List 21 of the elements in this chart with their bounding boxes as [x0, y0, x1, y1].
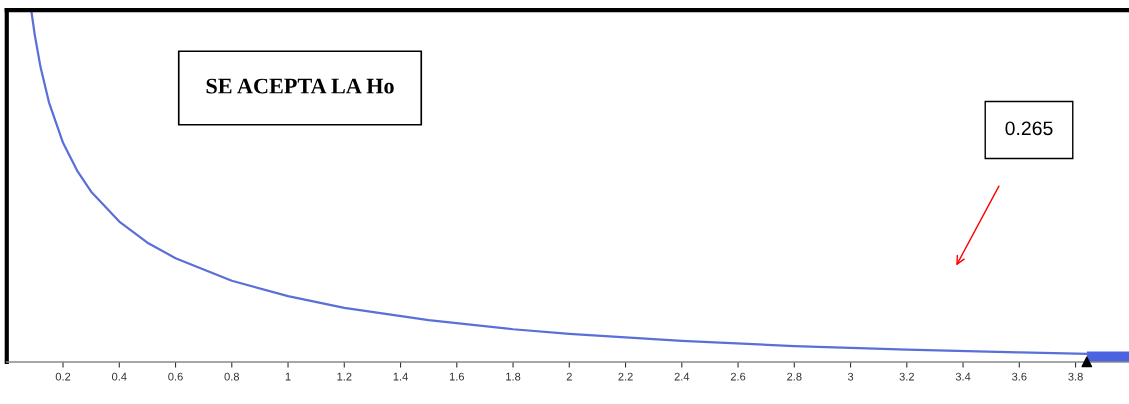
x-tick-label: 2	[566, 372, 572, 381]
annotation: SE ACEPTA LA Ho	[206, 78, 394, 94]
x-tick-label: 3.8	[1068, 372, 1083, 381]
x-tick-label: 0.2	[55, 372, 71, 381]
annotation: 0.265	[1005, 121, 1053, 136]
x-tick-label: 1.6	[449, 372, 465, 381]
x-tick-label: 3.6	[1012, 372, 1027, 381]
x-tick-label: 1.8	[506, 372, 521, 381]
x-tick-label: 1.2	[337, 372, 352, 381]
x-tick-label: 2.8	[787, 372, 802, 381]
x-tick-label: 1.4	[393, 372, 408, 381]
x-tick-label: 3.4	[955, 372, 971, 381]
x-tick-label: 2.4	[674, 372, 690, 381]
x-tick-label: 0.8	[224, 372, 240, 381]
x-tick-label: 2.6	[730, 372, 746, 381]
x-tick-label: 3	[847, 372, 854, 381]
x-tick-label: 2.2	[618, 372, 633, 381]
x-tick-label: 0.6	[168, 372, 183, 381]
x-tick-label: 1	[285, 372, 291, 381]
x-tick-label: 3.2	[899, 372, 914, 381]
x-tick-label: 0.4	[111, 372, 127, 381]
